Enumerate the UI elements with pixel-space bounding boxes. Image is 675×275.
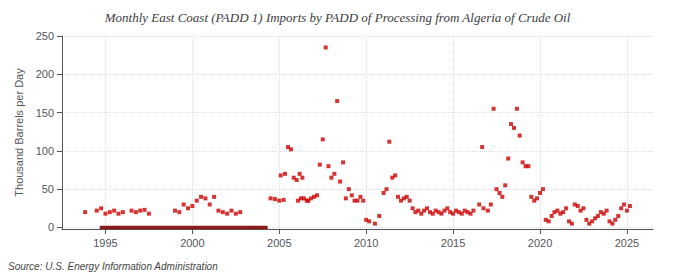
svg-text:1995: 1995 [93,237,117,249]
svg-text:2025: 2025 [615,237,639,249]
svg-text:2010: 2010 [354,237,378,249]
svg-text:2000: 2000 [180,237,204,249]
svg-text:Thousand Barrels per Day: Thousand Barrels per Day [13,68,25,197]
svg-text:100: 100 [36,145,54,157]
svg-text:150: 150 [36,107,54,119]
svg-text:2005: 2005 [267,237,291,249]
svg-text:50: 50 [42,183,54,195]
svg-text:0: 0 [48,221,54,233]
svg-text:2015: 2015 [441,237,465,249]
svg-text:2020: 2020 [528,237,552,249]
svg-text:200: 200 [36,68,54,80]
svg-text:Monthly East Coast (PADD 1) Im: Monthly East Coast (PADD 1) Imports by P… [104,10,571,25]
svg-text:Source: U.S. Energy Informatio: Source: U.S. Energy Information Administ… [8,261,218,272]
svg-text:250: 250 [36,30,54,42]
